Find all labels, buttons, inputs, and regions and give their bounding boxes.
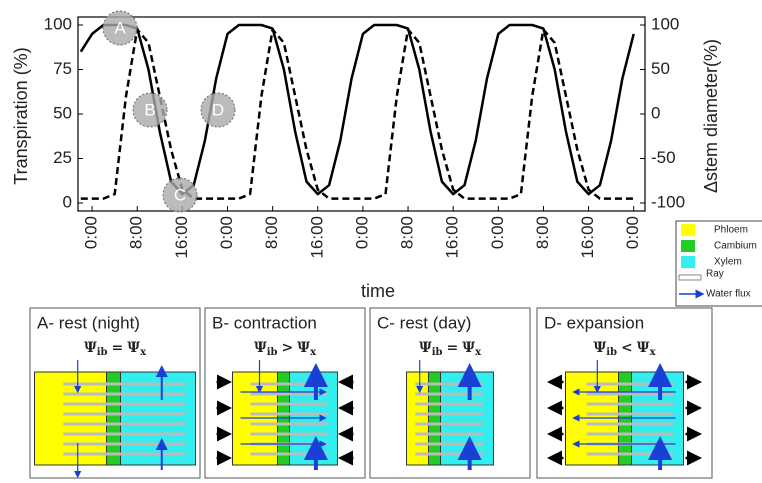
x-tick-label: 8:00 <box>127 216 146 249</box>
y-axis-label: Transpiration (%) <box>11 47 31 184</box>
y-tick-label: 50 <box>53 103 72 122</box>
x-tick-label: 0:00 <box>352 216 371 249</box>
annotation-label: B <box>144 100 155 119</box>
y-tick-label: 25 <box>53 148 72 167</box>
legend-label: Cambium <box>714 241 757 252</box>
phloem <box>406 371 429 466</box>
legend-swatch <box>681 256 695 268</box>
x-tick-label: 0:00 <box>82 216 101 249</box>
psi: Ψ <box>637 340 650 356</box>
annotation-marker <box>132 92 168 128</box>
series-line <box>80 28 634 200</box>
subscript: ib <box>267 347 278 358</box>
legend-swatch <box>678 274 702 281</box>
y2-tick-label: -50 <box>651 148 676 167</box>
legend-label: Xylem <box>714 257 742 268</box>
psi: Ψ <box>462 340 475 356</box>
subscript: ib <box>97 347 108 358</box>
operator: = <box>447 340 459 356</box>
phloem <box>34 371 107 466</box>
y-tick-label: 100 <box>44 14 72 33</box>
psi: Ψ <box>297 340 310 356</box>
x-tick-label: 8:00 <box>262 216 281 249</box>
x-tick-label: 0:00 <box>217 216 236 249</box>
subscript: x <box>475 347 482 358</box>
psi: Ψ <box>254 340 267 356</box>
y2-tick-label: -100 <box>651 192 685 211</box>
panel-title: A- rest (night) <box>37 313 140 332</box>
x-tick-label: 0:00 <box>623 216 642 249</box>
x-tick-label: 8:00 <box>398 216 417 249</box>
panel-title: D- expansion <box>544 313 644 332</box>
subscript: ib <box>606 347 617 358</box>
panel-formula: Ψib = Ψx <box>84 340 147 358</box>
x-axis-label: time <box>361 281 395 301</box>
legend-label: Water flux <box>706 289 751 300</box>
y-tick-label: 75 <box>53 59 72 78</box>
x-tick-label: 16:00 <box>443 216 462 259</box>
annotation-label: C <box>174 185 186 204</box>
operator: = <box>112 340 124 356</box>
x-tick-label: 0:00 <box>488 216 507 249</box>
annotation-marker <box>200 92 236 128</box>
psi: Ψ <box>127 340 140 356</box>
cambium <box>106 371 121 466</box>
panel-title: C- rest (day) <box>377 313 471 332</box>
annotation-marker <box>162 177 198 213</box>
x-tick-label: 8:00 <box>533 216 552 249</box>
psi: Ψ <box>593 340 606 356</box>
x-tick-label: 16:00 <box>578 216 597 259</box>
cambium <box>428 371 441 466</box>
legend-label: Ray <box>706 269 724 280</box>
legend-swatch <box>681 240 695 252</box>
annotation-marker <box>102 10 138 46</box>
annotation-label: A <box>114 18 126 37</box>
panel-formula: Ψib < Ψx <box>593 340 656 358</box>
subscript: x <box>310 347 317 358</box>
panel-title: B- contraction <box>212 313 317 332</box>
x-tick-label: 16:00 <box>172 216 191 259</box>
psi: Ψ <box>84 340 97 356</box>
operator: < <box>621 340 633 356</box>
y2-tick-label: 100 <box>651 14 679 33</box>
x-tick-label: 16:00 <box>307 216 326 259</box>
legend-swatch <box>681 224 695 236</box>
psi: Ψ <box>419 340 432 356</box>
panel-formula: Ψib = Ψx <box>419 340 482 358</box>
operator: > <box>282 340 294 356</box>
xylem <box>120 371 196 466</box>
legend-label: Phloem <box>714 225 748 236</box>
xylem <box>440 371 494 466</box>
y2-tick-label: 0 <box>651 103 660 122</box>
subscript: x <box>140 347 147 358</box>
y-tick-label: 0 <box>63 192 72 211</box>
annotation-label: D <box>212 100 224 119</box>
y2-tick-label: 50 <box>651 59 670 78</box>
subscript: x <box>650 347 657 358</box>
y2-axis-label: Δstem diameter(%) <box>701 39 721 193</box>
panel-formula: Ψib > Ψx <box>254 340 317 358</box>
subscript: ib <box>432 347 443 358</box>
